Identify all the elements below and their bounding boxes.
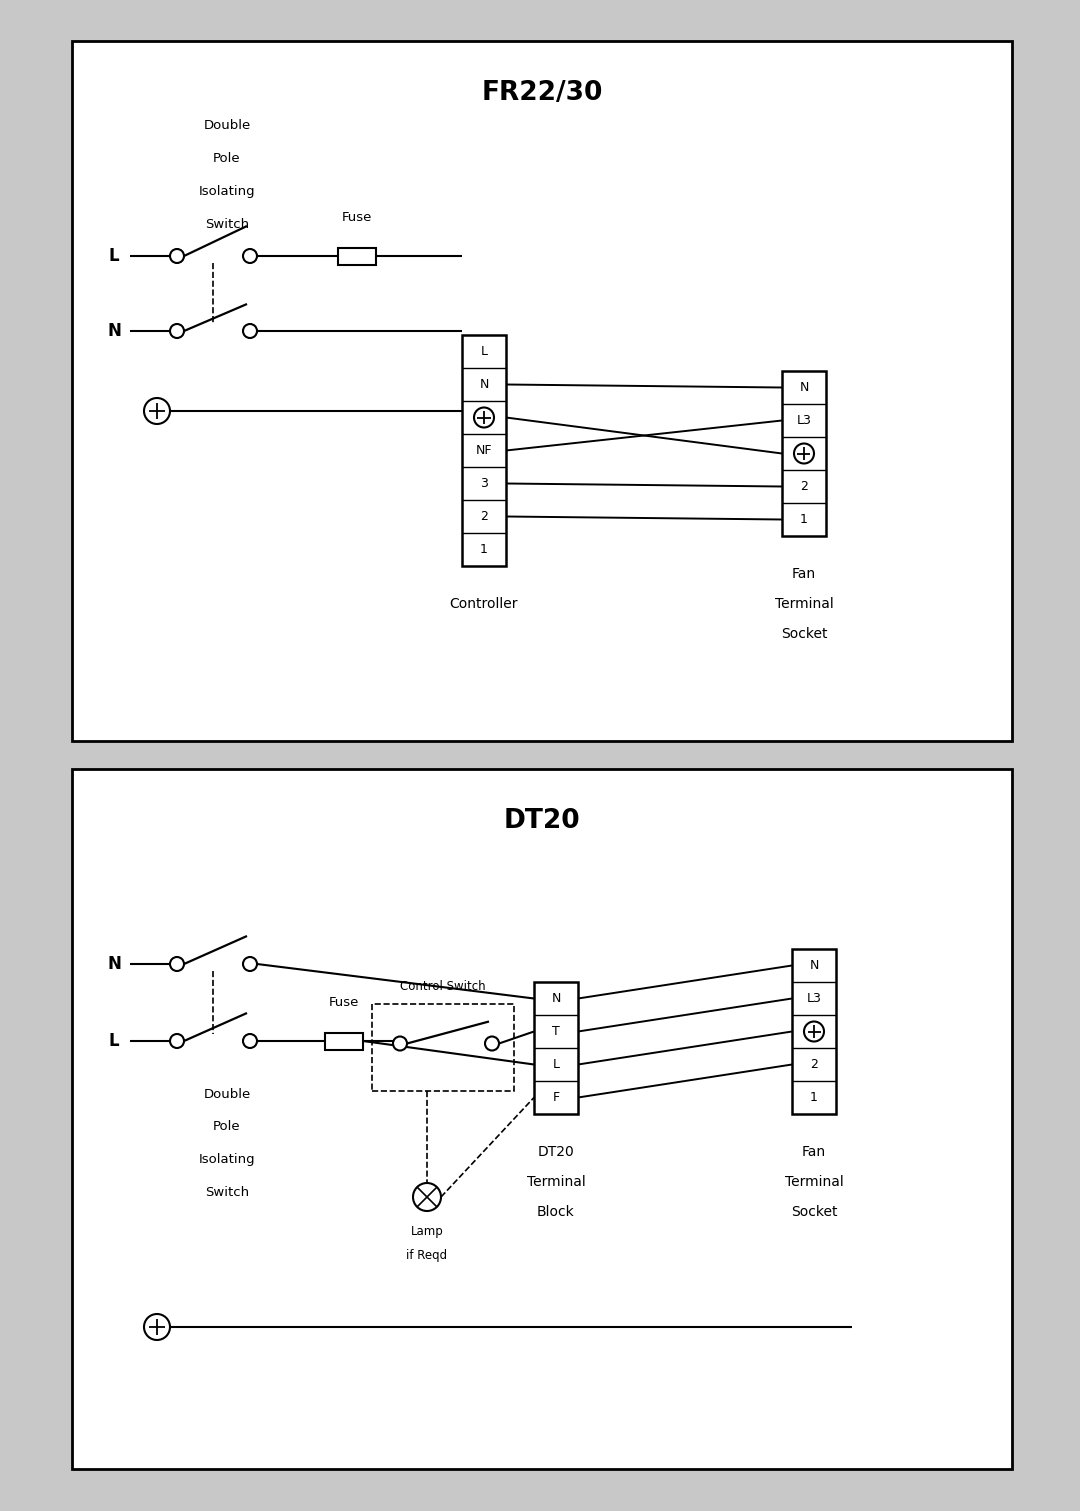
Circle shape: [170, 323, 184, 338]
Bar: [72, 769, 1012, 1469]
Bar: [534, 982, 578, 1114]
Text: N: N: [551, 993, 561, 1005]
Text: Terminal: Terminal: [785, 1176, 843, 1189]
Circle shape: [243, 249, 257, 263]
Circle shape: [243, 1034, 257, 1049]
Text: 2: 2: [810, 1058, 818, 1071]
Text: 2: 2: [800, 480, 808, 493]
Text: F: F: [553, 1091, 559, 1105]
Bar: [782, 372, 826, 536]
Text: Fuse: Fuse: [341, 212, 373, 225]
Text: N: N: [809, 959, 819, 972]
Text: Block: Block: [537, 1204, 575, 1219]
Text: L: L: [109, 246, 119, 264]
Circle shape: [170, 956, 184, 972]
Text: Switch: Switch: [205, 219, 249, 231]
Circle shape: [170, 1034, 184, 1049]
Text: Control Switch: Control Switch: [401, 979, 486, 993]
Text: Lamp: Lamp: [410, 1225, 444, 1239]
Text: Double: Double: [203, 1088, 251, 1100]
Text: Terminal: Terminal: [527, 1176, 585, 1189]
Text: Controller: Controller: [449, 597, 518, 610]
Circle shape: [144, 1315, 170, 1340]
Text: N: N: [480, 378, 488, 391]
Text: N: N: [107, 955, 121, 973]
Bar: [462, 335, 507, 567]
Text: Fuse: Fuse: [328, 996, 360, 1009]
Text: Terminal: Terminal: [774, 597, 834, 610]
Text: Fan: Fan: [792, 567, 816, 582]
Text: NF: NF: [476, 444, 492, 456]
Circle shape: [393, 1037, 407, 1050]
Circle shape: [144, 397, 170, 425]
Text: DT20: DT20: [538, 1145, 575, 1159]
Text: Double: Double: [203, 119, 251, 133]
Circle shape: [243, 323, 257, 338]
Circle shape: [474, 408, 494, 428]
Text: N: N: [799, 381, 809, 394]
Text: L: L: [553, 1058, 559, 1071]
Text: N: N: [107, 322, 121, 340]
Text: FR22/30: FR22/30: [482, 80, 603, 106]
Circle shape: [485, 1037, 499, 1050]
Text: Socket: Socket: [781, 627, 827, 641]
Text: Pole: Pole: [213, 153, 241, 166]
Circle shape: [804, 1021, 824, 1041]
Text: 1: 1: [810, 1091, 818, 1105]
Text: L3: L3: [797, 414, 811, 428]
Bar: [792, 949, 836, 1114]
Text: T: T: [552, 1024, 559, 1038]
Text: Pole: Pole: [213, 1121, 241, 1133]
Circle shape: [413, 1183, 441, 1210]
Circle shape: [170, 249, 184, 263]
Text: L: L: [109, 1032, 119, 1050]
Bar: [325, 1032, 363, 1050]
Text: 1: 1: [481, 542, 488, 556]
Text: Isolating: Isolating: [199, 1153, 255, 1166]
Text: Socket: Socket: [791, 1204, 837, 1219]
Text: 2: 2: [481, 511, 488, 523]
Text: Switch: Switch: [205, 1186, 249, 1200]
Bar: [372, 1003, 514, 1091]
Text: 3: 3: [481, 477, 488, 490]
Circle shape: [243, 956, 257, 972]
Bar: [338, 248, 376, 264]
Text: 1: 1: [800, 514, 808, 526]
Text: Isolating: Isolating: [199, 186, 255, 198]
Bar: [72, 41, 1012, 740]
Text: L: L: [481, 345, 487, 358]
Text: L3: L3: [807, 993, 822, 1005]
Text: Fan: Fan: [802, 1145, 826, 1159]
Circle shape: [794, 444, 814, 464]
Text: if Reqd: if Reqd: [406, 1248, 447, 1262]
Text: DT20: DT20: [503, 808, 580, 834]
